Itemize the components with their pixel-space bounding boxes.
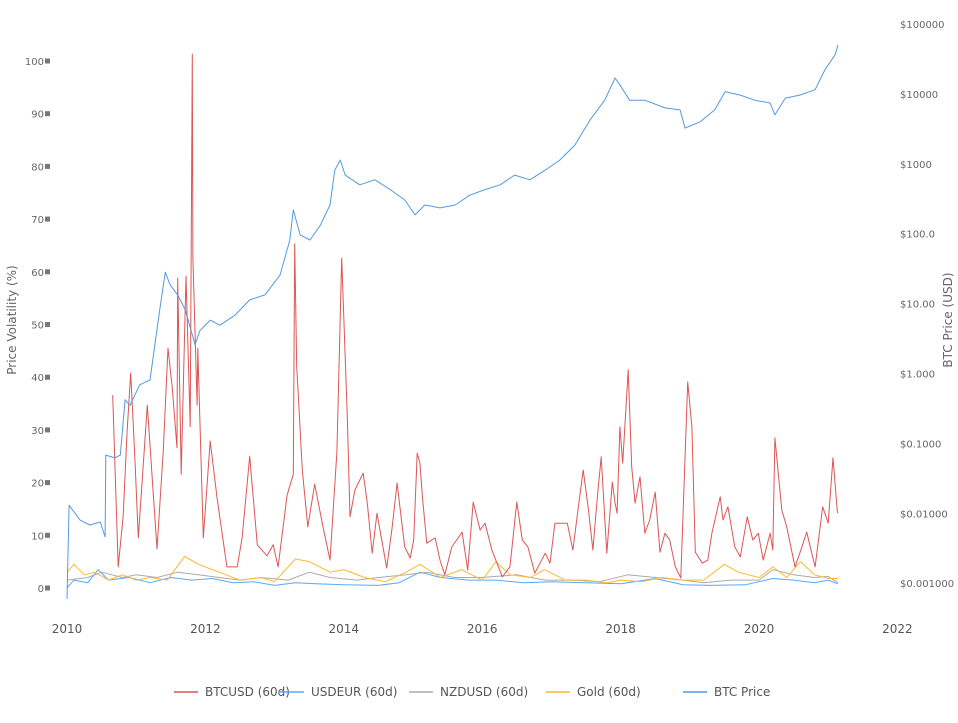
left-axis-ticks: 0 10 20 30 40 50 60 70 80 90 100 <box>25 57 50 595</box>
x-tick-label: 2022 <box>882 622 913 636</box>
y-tick-mark <box>45 216 50 222</box>
y2-tick-label: $1000 <box>900 160 932 171</box>
legend-label: BTC Price <box>714 685 770 699</box>
y-tick-mark <box>45 532 50 538</box>
y-tick-label: 80 <box>31 162 44 173</box>
x-tick-label: 2012 <box>190 622 221 636</box>
series-line-gold-60d <box>66 555 838 584</box>
y-tick-mark <box>45 480 50 486</box>
x-tick-label: 2010 <box>52 622 83 636</box>
legend: BTCUSD (60d) USDEUR (60d) NZDUSD (60d) Gold… <box>174 685 770 699</box>
legend-label: BTCUSD (60d) <box>205 685 290 699</box>
legend-label: Gold (60d) <box>577 685 641 699</box>
y2-tick-label: $1.000 <box>900 370 935 381</box>
y-tick-label: 100 <box>25 57 44 68</box>
x-tick-label: 2016 <box>467 622 498 636</box>
y-tick-label: 40 <box>31 373 44 384</box>
y2-tick-label: $0.1000 <box>900 439 941 450</box>
x-tick-label: 2014 <box>329 622 360 636</box>
y-tick-mark <box>45 111 50 117</box>
y-tick-mark <box>45 269 50 275</box>
y-tick-mark <box>45 58 50 64</box>
y-tick-label: 50 <box>31 321 44 332</box>
y2-tick-label: $100.0 <box>900 230 935 241</box>
y2-tick-label: $0.001000 <box>900 579 954 590</box>
y2-tick-label: $100000 <box>900 20 945 31</box>
y-tick-mark <box>45 322 50 327</box>
y2-tick-label: $10.00 <box>900 300 935 311</box>
series-lines <box>66 44 839 599</box>
x-tick-label: 2018 <box>605 622 636 636</box>
y-tick-label: 60 <box>31 268 44 279</box>
y-tick-label: 0 <box>38 584 44 595</box>
legend-label: NZDUSD (60d) <box>440 685 528 699</box>
y-tick-mark <box>45 427 50 433</box>
y-tick-label: 30 <box>31 426 44 437</box>
y-tick-mark <box>45 374 50 380</box>
x-tick-label: 2020 <box>744 622 775 636</box>
right-axis-title: BTC Price (USD) <box>941 272 955 367</box>
y-tick-mark <box>45 163 50 169</box>
left-axis-title: Price Volatility (%) <box>5 265 19 375</box>
y-tick-label: 10 <box>31 531 44 542</box>
y-tick-label: 70 <box>31 215 44 226</box>
series-line-btcusd-60d <box>112 53 839 579</box>
series-line-nzdusd-60d <box>66 569 839 584</box>
legend-label: USDEUR (60d) <box>311 685 397 699</box>
series-line-btc-price <box>66 44 839 599</box>
x-axis-ticks: 2010 2012 2014 2016 2018 2020 2022 <box>52 622 913 636</box>
y-tick-mark <box>45 585 50 591</box>
y2-tick-label: $0.01000 <box>900 509 948 520</box>
right-axis-ticks: $0.001000 $0.01000 $0.1000 $1.000 $10.00 $100… <box>900 20 954 590</box>
y-tick-label: 90 <box>31 110 44 121</box>
y-tick-label: 20 <box>31 479 44 490</box>
y2-tick-label: $10000 <box>900 90 938 101</box>
series-line-usdeur-60d <box>66 569 839 589</box>
